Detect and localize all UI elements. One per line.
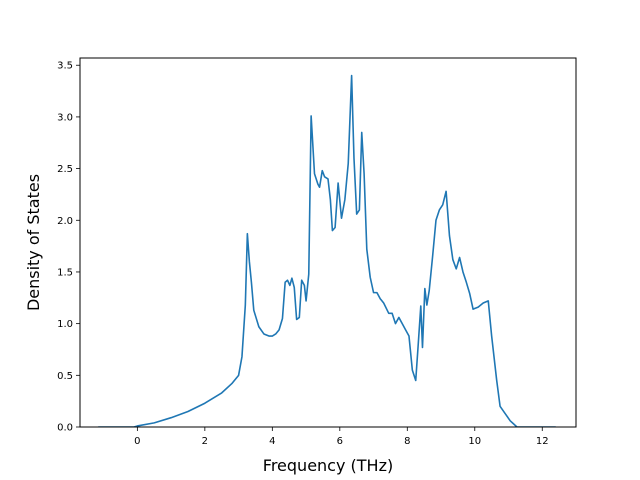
plot-area	[98, 74, 556, 427]
x-axis-label: Frequency (THz)	[263, 456, 393, 475]
y-axis-ticks: 0.0 0.5 1.0 1.5 2.0 2.5 3.0 3.5	[57, 61, 80, 434]
x-tick-label: 10	[468, 436, 481, 447]
y-tick-label: 0.0	[57, 423, 73, 434]
y-tick-label: 3.5	[57, 61, 73, 72]
plot-frame	[79, 57, 577, 428]
y-tick-label: 2.0	[57, 216, 73, 227]
y-tick-label: 1.5	[57, 267, 73, 278]
x-tick-label: 8	[404, 436, 410, 447]
y-tick-label: 3.0	[57, 112, 73, 123]
x-axis-ticks: 0 2 4 6 8 10 12	[134, 427, 549, 447]
y-tick-label: 2.5	[57, 164, 73, 175]
x-tick-label: 0	[134, 436, 140, 447]
y-tick-label: 1.0	[57, 319, 73, 330]
y-tick-label: 0.5	[57, 371, 73, 382]
x-tick-label: 12	[536, 436, 549, 447]
x-tick-label: 2	[202, 436, 208, 447]
y-axis-label: Density of States	[24, 174, 43, 311]
dos-series-line	[98, 74, 556, 427]
x-tick-label: 4	[269, 436, 275, 447]
x-tick-label: 6	[337, 436, 343, 447]
